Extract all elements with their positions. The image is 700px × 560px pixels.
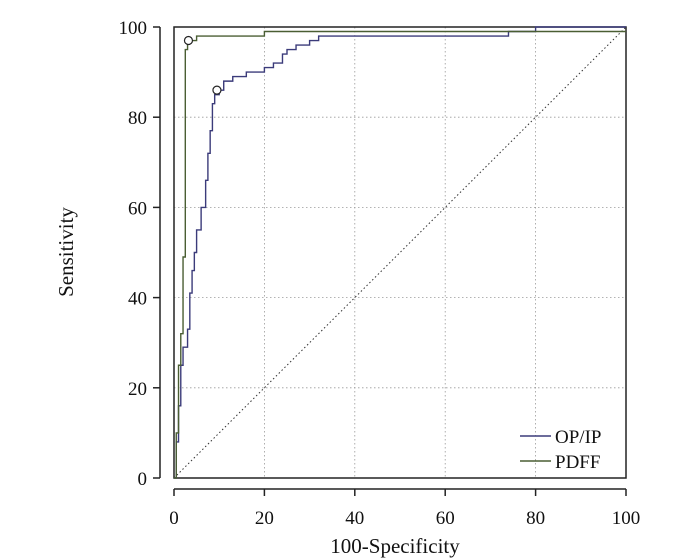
x-tick-label-20: 20: [255, 508, 274, 529]
x-tick-label-100: 100: [612, 508, 641, 529]
grid: [174, 27, 626, 478]
diagonal-reference-line: [173, 26, 627, 479]
legend-label-pdff: PDFF: [555, 452, 600, 473]
x-tick-label-60: 60: [436, 508, 455, 529]
legend-label-op-ip: OP/IP: [555, 427, 601, 448]
plot-frame: [173, 26, 627, 479]
x-tick-label-40: 40: [345, 508, 364, 529]
y-tick-label-100: 100: [119, 18, 148, 39]
y-tick-label-0: 0: [138, 469, 148, 490]
marker-layer: [183, 35, 222, 95]
x-tick-label-0: 0: [169, 508, 179, 529]
y-tick-label-80: 80: [128, 108, 147, 129]
cutoff-point-op-ip: [212, 85, 222, 95]
series-line-pdff: [174, 30, 626, 479]
x-axis-title: 100-Specificity: [330, 534, 460, 558]
series-line-op-ip: [174, 26, 626, 479]
series-layer: [174, 26, 626, 479]
tick-labels: 0 20 40 60 80 100 0 20 40 60 80 100: [119, 18, 641, 529]
y-tick-label-60: 60: [128, 198, 147, 219]
y-tick-label-20: 20: [128, 379, 147, 400]
y-axis-title: Sensitivity: [54, 207, 78, 297]
axes: [153, 26, 627, 496]
x-tick-label-80: 80: [526, 508, 545, 529]
legend: OP/IP PDFF: [520, 427, 601, 473]
cutoff-point-pdff: [183, 35, 194, 46]
y-tick-label-40: 40: [128, 289, 147, 310]
